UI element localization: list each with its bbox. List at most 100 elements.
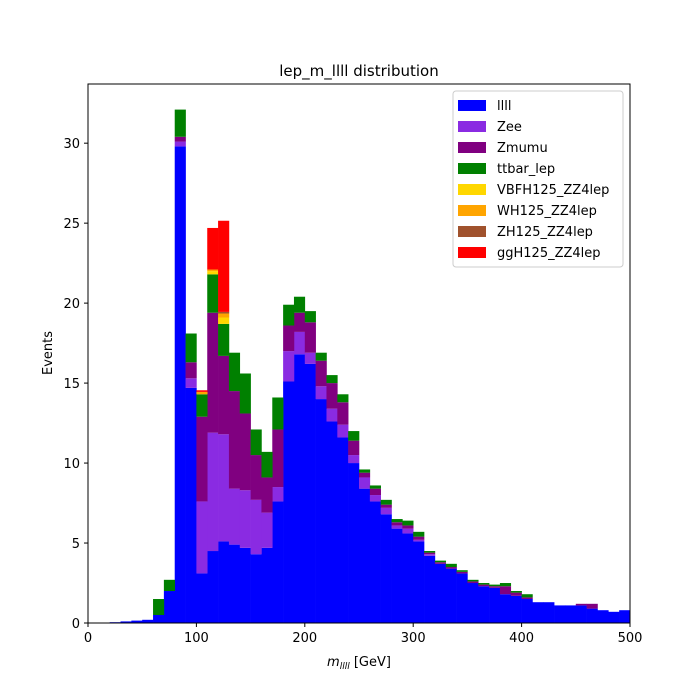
bar-llll-bin-30 bbox=[413, 541, 425, 623]
bar-llll-bin-42 bbox=[543, 602, 555, 623]
bar-Zmumu-bin-46 bbox=[586, 603, 598, 609]
bar-llll-bin-37 bbox=[489, 587, 501, 623]
bar-llll-bin-3 bbox=[120, 621, 132, 623]
bar-llll-bin-10 bbox=[196, 573, 208, 623]
bar-Zmumu-bin-35 bbox=[467, 581, 479, 584]
bar-Zee-bin-24 bbox=[348, 455, 360, 464]
bar-Zmumu-bin-27 bbox=[380, 504, 392, 508]
bar-ttbar_lep-bin-12 bbox=[218, 323, 230, 356]
bar-Zee-bin-8 bbox=[174, 141, 186, 147]
legend-label-Zee: Zee bbox=[497, 120, 522, 135]
bar-Zmumu-bin-32 bbox=[434, 562, 447, 564]
bar-ttbar_lep-bin-11 bbox=[207, 274, 219, 313]
bar-Zmumu-bin-21 bbox=[315, 360, 327, 387]
bar-Zmumu-bin-40 bbox=[521, 597, 533, 600]
bar-Zmumu-bin-24 bbox=[348, 440, 360, 456]
y-axis-label: Events bbox=[41, 331, 56, 375]
bar-Zmumu-bin-25 bbox=[359, 472, 371, 478]
bar-llll-bin-21 bbox=[315, 399, 327, 623]
bar-ttbar_lep-bin-19 bbox=[293, 296, 306, 313]
y-tick-label: 15 bbox=[63, 377, 80, 392]
bar-Zee-bin-27 bbox=[380, 507, 392, 515]
bar-Zee-bin-11 bbox=[207, 432, 219, 552]
legend-label-ggH125_ZZ4lep: ggH125_ZZ4lep bbox=[497, 246, 601, 261]
bar-Zee-bin-29 bbox=[402, 528, 414, 534]
bar-Zmumu-bin-12 bbox=[218, 355, 230, 435]
bar-Zee-bin-14 bbox=[239, 490, 251, 548]
bar-Zee-bin-15 bbox=[250, 499, 262, 555]
bar-llll-bin-4 bbox=[131, 620, 143, 623]
bar-WH125_ZZ4lep-bin-11 bbox=[207, 269, 219, 272]
bar-Zmumu-bin-22 bbox=[326, 383, 338, 409]
bar-ttbar_lep-bin-26 bbox=[369, 485, 381, 489]
bar-ttbar_lep-bin-39 bbox=[510, 591, 522, 593]
bar-ttbar_lep-bin-30 bbox=[413, 531, 425, 537]
bar-ggH125_ZZ4lep-bin-10 bbox=[196, 390, 208, 392]
bar-ttbar_lep-bin-24 bbox=[348, 431, 360, 441]
bar-llll-bin-18 bbox=[283, 381, 295, 623]
bar-llll-bin-13 bbox=[228, 544, 241, 623]
bar-Zmumu-bin-14 bbox=[239, 413, 251, 491]
bar-ttbar_lep-bin-6 bbox=[153, 599, 165, 616]
bar-Zmumu-bin-31 bbox=[424, 552, 436, 555]
bar-Zee-bin-13 bbox=[228, 488, 241, 545]
bar-Zmumu-bin-9 bbox=[185, 362, 197, 379]
bar-ttbar_lep-bin-8 bbox=[174, 109, 186, 137]
legend-label-Zmumu: Zmumu bbox=[497, 141, 548, 156]
bar-llll-bin-36 bbox=[478, 586, 490, 623]
bar-llll-bin-28 bbox=[391, 528, 403, 623]
bar-ttbar_lep-bin-16 bbox=[261, 451, 273, 478]
bar-ttbar_lep-bin-35 bbox=[467, 579, 479, 582]
y-axis: 0 5 10 15 20 25 30 bbox=[63, 137, 88, 632]
x-tick-label: 0 bbox=[84, 631, 92, 646]
bar-Zmumu-bin-13 bbox=[228, 391, 241, 489]
bar-llll-bin-47 bbox=[597, 610, 609, 623]
bar-llll-bin-31 bbox=[424, 555, 436, 623]
bar-Zmumu-bin-8 bbox=[174, 136, 186, 142]
y-tick-label: 0 bbox=[72, 617, 80, 632]
bar-llll-bin-17 bbox=[272, 501, 284, 623]
bar-VBFH125_ZZ4lep-bin-12 bbox=[218, 317, 230, 324]
legend-label-ttbar_lep: ttbar_lep bbox=[497, 162, 555, 177]
bar-Zee-bin-28 bbox=[391, 525, 403, 529]
legend-label-VBFH125_ZZ4lep: VBFH125_ZZ4lep bbox=[497, 183, 609, 198]
bar-ttbar_lep-bin-33 bbox=[445, 563, 457, 568]
bar-llll-bin-9 bbox=[185, 387, 197, 623]
bar-Zee-bin-17 bbox=[272, 487, 284, 502]
bar-llll-bin-12 bbox=[218, 541, 230, 623]
bar-llll-bin-22 bbox=[326, 421, 338, 623]
bar-ttbar_lep-bin-20 bbox=[304, 311, 316, 323]
bar-llll-bin-24 bbox=[348, 463, 360, 623]
bar-Zee-bin-16 bbox=[261, 512, 273, 548]
x-tick-label: 400 bbox=[509, 631, 534, 646]
y-tick-label: 5 bbox=[72, 537, 80, 552]
bar-Zee-bin-31 bbox=[424, 554, 436, 556]
bar-llll-bin-25 bbox=[359, 488, 371, 623]
bar-Zmumu-bin-18 bbox=[283, 325, 295, 352]
legend-label-WH125_ZZ4lep: WH125_ZZ4lep bbox=[497, 204, 597, 219]
bar-Zmumu-bin-10 bbox=[196, 416, 208, 502]
bar-Zee-bin-20 bbox=[304, 352, 316, 364]
bar-Zmumu-bin-19 bbox=[293, 312, 306, 332]
bar-Zee-bin-9 bbox=[185, 378, 197, 388]
bar-ggH125_ZZ4lep-bin-12 bbox=[218, 220, 230, 312]
bar-Zee-bin-19 bbox=[293, 331, 306, 355]
bar-llll-bin-5 bbox=[142, 619, 154, 623]
bar-llll-bin-39 bbox=[510, 595, 522, 623]
bar-llll-bin-11 bbox=[207, 551, 219, 623]
bar-Zmumu-bin-34 bbox=[456, 571, 468, 574]
bar-llll-bin-15 bbox=[250, 554, 262, 623]
bar-ttbar_lep-bin-15 bbox=[250, 429, 262, 456]
bar-llll-bin-26 bbox=[369, 501, 381, 623]
bar-llll-bin-48 bbox=[608, 611, 620, 623]
bar-Zee-bin-26 bbox=[369, 495, 381, 502]
bar-Zmumu-bin-17 bbox=[272, 429, 284, 488]
bar-ttbar_lep-bin-36 bbox=[478, 583, 490, 585]
bar-ttbar_lep-bin-32 bbox=[434, 560, 447, 563]
bars-group bbox=[109, 109, 631, 623]
bar-Zmumu-bin-11 bbox=[207, 312, 219, 433]
bar-llll-bin-16 bbox=[261, 547, 273, 623]
bar-ZH125_ZZ4lep-bin-12 bbox=[218, 311, 230, 314]
bar-ttbar_lep-bin-7 bbox=[163, 579, 176, 592]
bar-llll-bin-40 bbox=[521, 599, 533, 623]
